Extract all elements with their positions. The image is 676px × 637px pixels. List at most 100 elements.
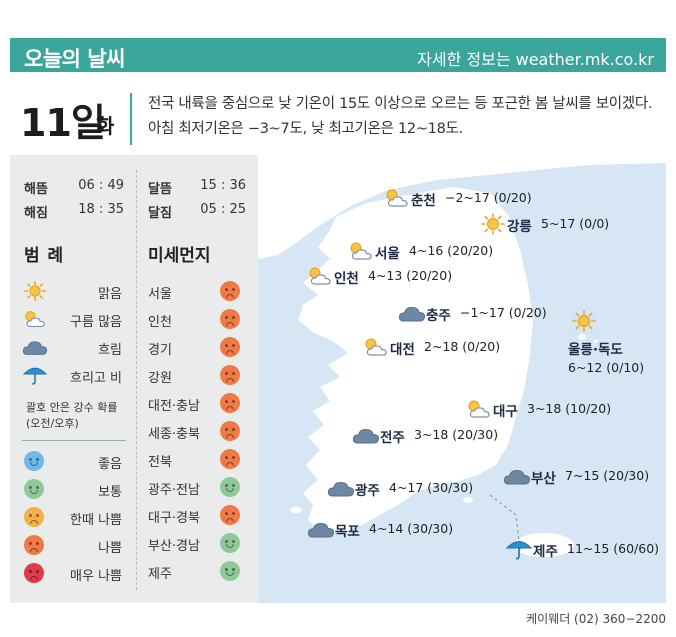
city-name: 부산 [531, 471, 556, 487]
dust-region-item: 광주·전남 [148, 476, 248, 498]
city-name: 충주 [426, 308, 451, 324]
partly-cloudy-icon [383, 187, 411, 209]
face-bad-icon [220, 505, 240, 525]
moonset-label: 달짐 [148, 206, 172, 221]
city-temperature: 2~18 (0/20) [424, 339, 501, 354]
dust-region-name: 광주·전남 [148, 483, 200, 498]
dust-region-item: 인천 [148, 308, 248, 330]
city-temperature: 4~13 (20/20) [368, 268, 453, 283]
city-temperature: 11~15 (60/60) [567, 541, 660, 556]
north-landmass [258, 155, 666, 259]
legend-dust-bad: 나쁨 [22, 534, 122, 556]
partly-cloudy-icon [22, 308, 48, 330]
dust-region-item: 대구·경북 [148, 504, 248, 526]
face-bad-icon [220, 449, 240, 469]
date-weekday: 화 [96, 114, 115, 138]
face-bad-icon [220, 393, 240, 413]
legend-divider [22, 440, 126, 441]
dust-region-name: 대전·충남 [148, 399, 200, 414]
date-day: 11일 [20, 101, 106, 145]
face-normal-icon [220, 561, 240, 581]
island-2 [463, 497, 473, 503]
dokdo-island [594, 339, 598, 343]
page-title: 오늘의 날씨 [24, 47, 125, 71]
source-link[interactable]: 자세한 정보는 weather.mk.co.kr [417, 50, 654, 69]
cloud-icon [398, 302, 426, 324]
weather-summary: 전국 내륙을 중심으로 낮 기온이 15도 이상으로 오르는 등 포근한 봄 날… [148, 96, 653, 137]
sunrise-label: 해뜸 [24, 182, 48, 197]
divider [130, 93, 132, 145]
city-name: 대전 [390, 342, 415, 358]
face-very-bad-icon [24, 563, 44, 583]
sunset-time: 18 : 35 [78, 202, 124, 217]
face-normal-icon [24, 479, 44, 499]
face-bad-icon [220, 421, 240, 441]
legend-item-rain: 흐리고 비 [22, 364, 122, 386]
partly-cloudy-icon [362, 336, 390, 358]
dust-region-name: 서울 [148, 287, 172, 302]
city-name: 춘천 [411, 193, 436, 209]
city-name: 강릉 [507, 219, 532, 235]
sun-icon [479, 213, 507, 235]
ulleung-island [578, 334, 586, 340]
city-temperature: −2~17 (0/20) [445, 190, 532, 205]
legend-item-partly-cloudy: 구름 많음 [22, 308, 122, 330]
legend-title: 범 례 [24, 246, 65, 266]
jeju-island [514, 533, 574, 557]
city-temperature: 4~17 (30/30) [389, 480, 474, 495]
city-name: 광주 [355, 483, 380, 499]
legend-dust-very-bad: 매우 나쁨 [22, 562, 122, 584]
legend-item-clear: 맑음 [22, 280, 122, 302]
city-temperature: 4~16 (20/20) [409, 243, 494, 258]
precip-note: 괄호 안은 강수 확률 (오전/오후) [26, 401, 118, 430]
face-bad-icon [220, 309, 240, 329]
sea-boundary-line [489, 494, 521, 551]
face-sometimes-bad-icon [24, 507, 44, 527]
legend-dust-sometimes-bad: 한때 나쁨 [22, 506, 122, 528]
city-temperature: 3~18 (10/20) [527, 401, 612, 416]
city-name: 인천 [334, 271, 359, 287]
header-bar: 오늘의 날씨 자세한 정보는 weather.mk.co.kr [10, 38, 666, 72]
city-temperature: −1~17 (0/20) [460, 305, 547, 320]
dust-region-item: 서울 [148, 280, 248, 302]
dust-region-item: 경기 [148, 336, 248, 358]
city-name: 목포 [335, 524, 360, 540]
city-temperature: 4~14 (30/30) [369, 521, 454, 536]
city-temperature: 6~12 (0/10) [568, 360, 645, 375]
sunset-label: 해짐 [24, 206, 48, 221]
dust-region-item: 전북 [148, 448, 248, 470]
dust-region-name: 대구·경북 [148, 511, 200, 526]
moonrise-label: 달뜸 [148, 182, 172, 197]
face-normal-icon [220, 533, 240, 553]
face-good-icon [24, 451, 44, 471]
island-1 [290, 507, 302, 513]
peninsula [298, 187, 533, 533]
sun-icon [570, 310, 598, 332]
dust-region-name: 부산·경남 [148, 539, 200, 554]
city-name: 서울 [375, 246, 400, 262]
face-bad-icon [220, 337, 240, 357]
dust-region-name: 강원 [148, 371, 172, 386]
city-temperature: 7~15 (20/30) [565, 468, 650, 483]
legend-dust-normal: 보통 [22, 478, 122, 500]
sunrise-time: 06 : 49 [78, 178, 124, 193]
umbrella-icon [22, 364, 48, 386]
city-temperature: 5~17 (0/0) [541, 216, 610, 231]
city-name: 제주 [533, 544, 558, 560]
city-name: 울릉·독도 [568, 342, 623, 358]
moonrise-time: 15 : 36 [200, 178, 246, 193]
cloud-icon [327, 477, 355, 499]
dust-region-item: 부산·경남 [148, 532, 248, 554]
partly-cloudy-icon [347, 240, 375, 262]
dust-region-name: 제주 [148, 567, 172, 582]
dust-region-name: 세종·충북 [148, 427, 200, 442]
face-bad-icon [24, 535, 44, 555]
cloud-icon [307, 518, 335, 540]
legend-item-cloudy: 흐림 [22, 336, 122, 358]
partly-cloudy-icon [306, 265, 334, 287]
column-divider [136, 170, 137, 590]
korea-map [258, 155, 666, 557]
legend-dust-good: 좋음 [22, 450, 122, 472]
cloud-icon [352, 424, 380, 446]
dust-title: 미세먼지 [148, 246, 211, 266]
